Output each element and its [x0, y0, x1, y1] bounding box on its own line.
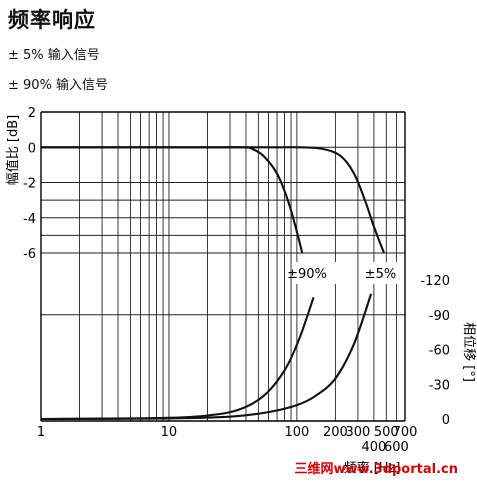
tick-labels: 2 0 -2 -4 -6 -120 -90 -60 -30 0 1 10 100 200300400500… — [23, 106, 450, 455]
y-tick-label-right: -30 — [429, 378, 450, 393]
page-title: 频率响应 — [8, 8, 96, 32]
x-tick-label: 10 — [161, 425, 178, 440]
y-tick-label-left: -4 — [23, 212, 36, 227]
x-tick-label: 400 — [361, 440, 386, 455]
x-tick-label: 1 — [37, 425, 45, 440]
annotation-label: ±5% — [365, 267, 397, 282]
y-tick-label-right: -60 — [429, 344, 450, 359]
y-tick-label-right: 0 — [442, 413, 450, 428]
legend-90-percent: ± 90% 输入信号 — [8, 78, 109, 93]
series-line-amplitude-5 — [41, 146, 385, 254]
y-tick-label-right: -90 — [429, 309, 450, 324]
grid — [40, 111, 406, 421]
x-tick-label: 600 — [384, 440, 409, 455]
y-tick-label-left: -6 — [23, 247, 36, 262]
series-line-phase-5 — [40, 293, 373, 421]
annotation-background — [294, 262, 343, 284]
legend-5-percent: ± 5% 输入信号 — [8, 48, 100, 63]
series-group — [40, 146, 385, 421]
series-line-phase-90 — [40, 297, 315, 421]
y-axis-label-left: 幅值比 [dB] — [5, 115, 21, 185]
y-tick-label-right: -120 — [420, 274, 450, 289]
x-tick-label: 200 — [323, 425, 348, 440]
annotation-label: ±90% — [287, 267, 327, 282]
y-tick-label-left: 0 — [28, 141, 36, 156]
x-tick-label: 700 — [393, 425, 418, 440]
x-tick-label: 100 — [284, 425, 309, 440]
annotation-background — [361, 262, 402, 284]
x-axis-label: 频率 [Hz] — [344, 460, 401, 476]
y-axis-label-right: 相位移 [°] — [461, 322, 476, 382]
y-tick-label-left: -2 — [23, 177, 36, 192]
y-tick-label-left: 2 — [28, 106, 36, 121]
label-backgrounds — [294, 262, 402, 284]
plot-frame — [40, 111, 406, 422]
annotations: ±90% ±5% — [287, 267, 396, 282]
x-tick-label: 300 — [346, 425, 371, 440]
x-tick-label: 500 — [374, 425, 399, 440]
watermark: 三维网www.3dportal.cn — [295, 461, 458, 477]
